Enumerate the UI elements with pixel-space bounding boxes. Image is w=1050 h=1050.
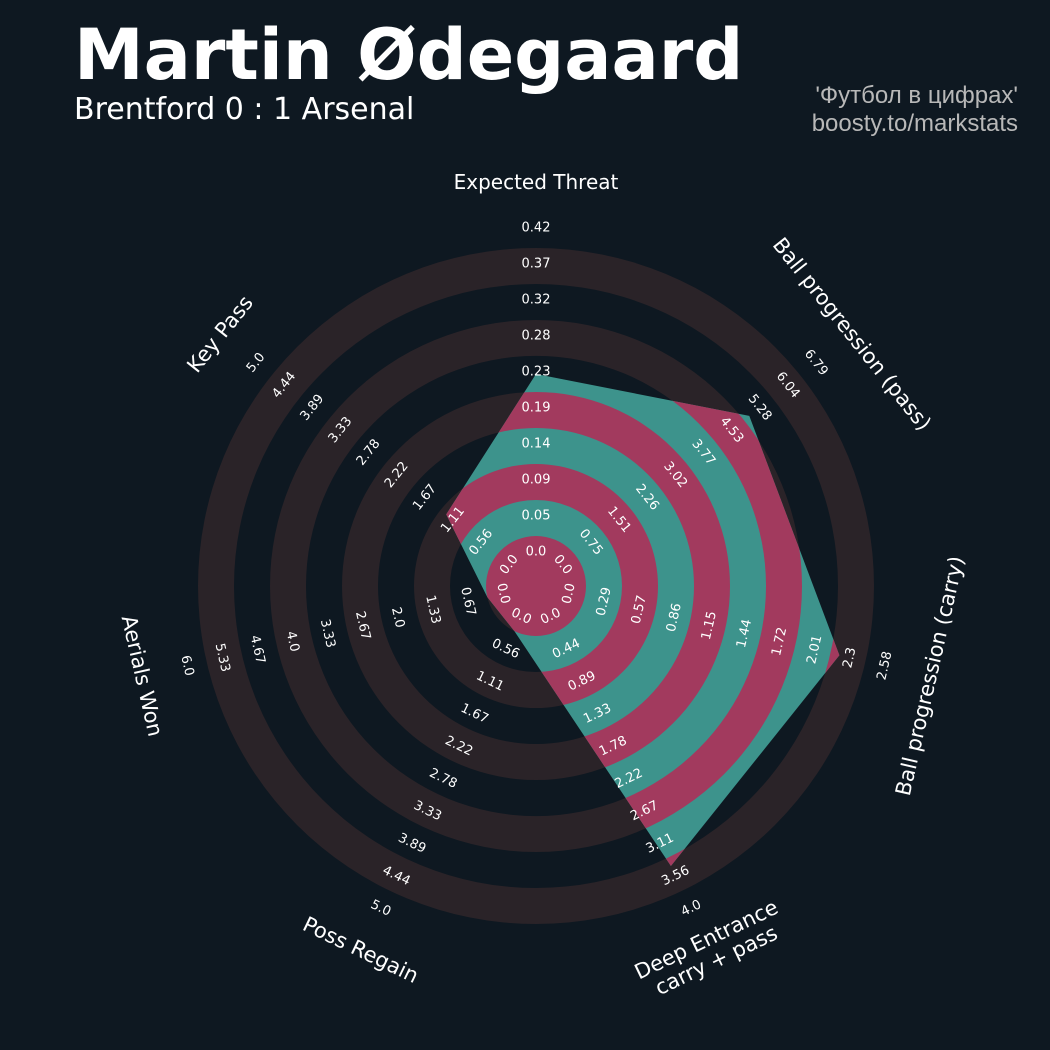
source-credit: 'Футбол в цифрах' boosty.to/markstats — [812, 82, 1018, 138]
tick-label: 0.23 — [522, 365, 551, 380]
tick-label: 0.42 — [522, 221, 551, 236]
tick-label: 1.72 — [769, 626, 790, 658]
tick-label: 2.78 — [354, 437, 384, 469]
player-band-highlight — [486, 536, 586, 636]
tick-label: 0.86 — [664, 602, 685, 634]
tick-label: 5.0 — [368, 897, 393, 919]
tick-label: 2.78 — [427, 766, 460, 792]
axis-label-line: Poss Regain — [299, 912, 422, 988]
tick-label: 4.0 — [679, 897, 704, 919]
axis-label-poss-regain: Poss Regain — [299, 912, 422, 988]
tick-label: 6.79 — [801, 347, 831, 379]
tick-label: 0.37 — [522, 257, 551, 272]
tick-label: 4.0 — [283, 630, 302, 654]
tick-label: 0.0 — [526, 545, 547, 560]
tick-label: 2.58 — [874, 650, 895, 682]
tick-label: 3.89 — [396, 831, 429, 857]
credit-line-2: boosty.to/markstats — [811, 110, 1018, 137]
tick-label: 0.0 — [559, 582, 578, 606]
axis-label-line: Expected Threat — [454, 170, 619, 194]
axis-label-expected-threat: Expected Threat — [454, 170, 619, 194]
tick-label: 1.33 — [422, 594, 443, 626]
tick-label: 2.3 — [840, 646, 859, 670]
tick-label: 1.67 — [458, 701, 491, 727]
tick-label: 4.67 — [247, 634, 268, 666]
tick-label: 3.89 — [298, 392, 328, 424]
tick-label: 1.44 — [734, 618, 755, 650]
tick-label: 0.29 — [594, 586, 615, 618]
tick-label: 0.56 — [489, 636, 522, 662]
axis-label-line: Ball progression (carry) — [891, 554, 969, 798]
axis-label-ball-progression-carry-: Ball progression (carry) — [891, 554, 969, 798]
tick-label: 6.0 — [177, 654, 196, 678]
tick-label: 0.0 — [493, 582, 512, 606]
tick-label: 0.32 — [522, 293, 551, 308]
player-title: Martin Ødegaard — [74, 14, 744, 96]
tick-label: 0.05 — [522, 509, 551, 524]
tick-label: 0.19 — [522, 401, 551, 416]
tick-label: 5.0 — [244, 350, 269, 376]
tick-label: 0.28 — [522, 329, 551, 344]
tick-label: 1.15 — [699, 610, 720, 642]
tick-label: 3.33 — [317, 618, 338, 650]
axis-label-line: Aerials Won — [117, 613, 168, 739]
tick-label: 0.67 — [457, 586, 478, 618]
tick-label: 2.01 — [804, 634, 825, 666]
tick-label: 0.14 — [522, 437, 551, 452]
tick-label: 5.33 — [212, 642, 233, 674]
tick-label: 0.57 — [629, 594, 650, 626]
axis-label-aerials-won: Aerials Won — [117, 613, 168, 739]
credit-line-1: 'Футбол в цифрах' — [815, 82, 1018, 109]
tick-label: 2.67 — [352, 610, 373, 642]
tick-label: 2.0 — [388, 606, 407, 630]
match-subtitle: Brentford 0 : 1 Arsenal — [74, 92, 415, 127]
tick-label: 1.67 — [410, 482, 440, 514]
tick-label: 0.09 — [522, 473, 551, 488]
